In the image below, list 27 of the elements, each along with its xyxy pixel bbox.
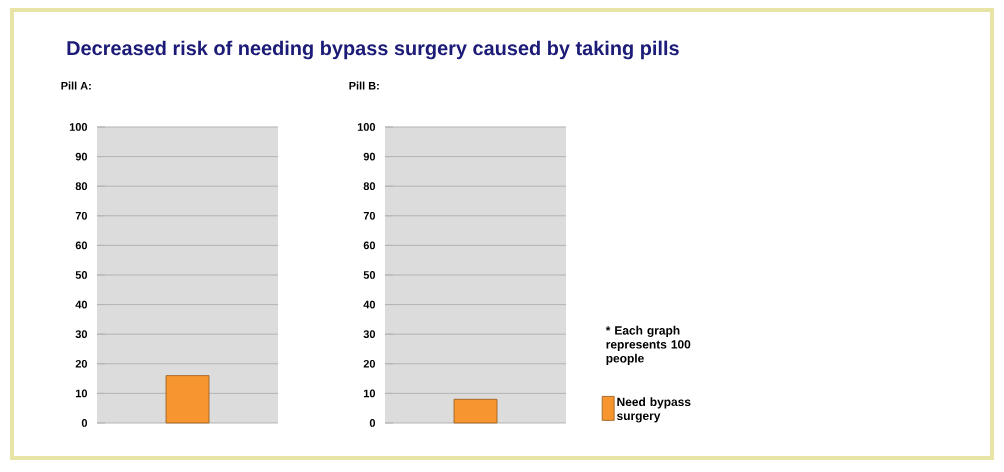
y-tick-label: 100 <box>69 123 88 131</box>
y-tick-label: 50 <box>363 271 376 279</box>
y-tick-label: 80 <box>75 182 88 191</box>
y-tick-label: 20 <box>75 359 88 368</box>
text: Decreased risk of needing bypass surgery caused by taking pills <box>67 40 679 60</box>
y-tick-label: 90 <box>75 152 88 161</box>
y-tick-label: 60 <box>363 241 376 250</box>
y-tick-label: 30 <box>363 330 376 339</box>
y-tick-label: 40 <box>75 300 88 309</box>
y-tick-label: 50 <box>75 271 88 279</box>
y-tick-label: 80 <box>363 182 376 191</box>
y-tick-label: 0 <box>369 419 376 427</box>
text: * Each graph represents 100 people <box>605 325 691 365</box>
y-tick-label: 100 <box>357 123 376 131</box>
y-tick-label: 10 <box>75 389 88 398</box>
chart-subtitle: Pill A: <box>61 81 91 90</box>
chart-subtitle: Pill B: <box>349 81 379 90</box>
y-tick-label: 10 <box>363 389 376 398</box>
y-tick-label: 70 <box>363 211 376 220</box>
y-tick-label: 0 <box>81 419 88 427</box>
y-tick-label: 60 <box>75 241 88 250</box>
y-tick-label: 20 <box>363 359 376 368</box>
legend-label: Need bypass surgery <box>617 397 691 423</box>
y-tick-label: 30 <box>75 330 88 339</box>
y-tick-label: 40 <box>363 300 376 309</box>
y-tick-label: 90 <box>363 152 376 161</box>
y-tick-label: 70 <box>75 211 88 220</box>
